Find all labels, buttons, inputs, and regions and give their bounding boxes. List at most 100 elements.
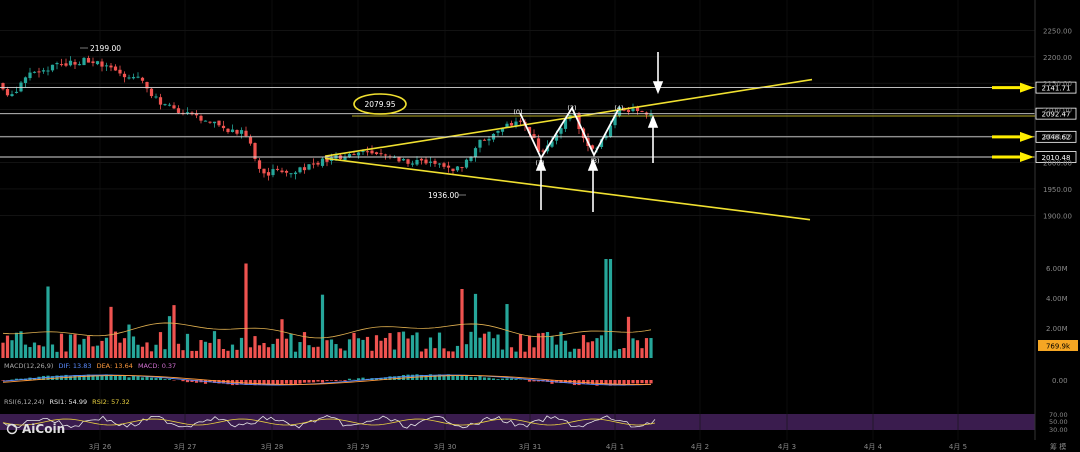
candle-body [401, 159, 406, 161]
volume-bar [199, 340, 203, 358]
volume-bar [325, 340, 329, 358]
point-0-label: (0) [513, 108, 522, 116]
candle-body [532, 134, 536, 138]
price-level-badge [1035, 130, 1077, 143]
volume-bar [77, 344, 82, 358]
macd-histogram-bar [104, 374, 109, 380]
rsi-band [0, 414, 1035, 430]
volume-bar [239, 337, 244, 358]
macd-histogram-bar [383, 377, 388, 380]
volume-bar [284, 338, 289, 358]
candle-body [302, 167, 307, 171]
candle-body [518, 120, 523, 122]
macd-histogram-bar [77, 375, 82, 380]
volume-bar [1, 342, 5, 358]
macd-histogram-bar [293, 380, 298, 385]
volume-bar [496, 334, 500, 358]
candle-body [221, 125, 226, 129]
candle-body [464, 159, 469, 168]
volume-bar [235, 349, 239, 358]
candle-body [613, 115, 617, 126]
macd-histogram-bar [194, 380, 199, 383]
volume-bar [433, 348, 437, 358]
candle-body [244, 130, 248, 137]
volume-bar [217, 339, 221, 358]
volume-bar [104, 337, 109, 358]
volume-bar [28, 347, 32, 358]
volume-bar [644, 338, 649, 358]
volume-bar [356, 338, 361, 358]
volume-bar [460, 289, 464, 358]
candle-body [635, 107, 640, 112]
axis-side-label: 筹 模 [1050, 442, 1066, 451]
macd-histogram-bar [311, 380, 316, 383]
volume-bar [487, 331, 491, 358]
candle-body [266, 172, 271, 176]
macd-histogram-bar [514, 379, 518, 380]
macd-histogram-bar [478, 375, 482, 380]
volume-bar [478, 337, 482, 358]
macd-histogram-bar [419, 374, 424, 380]
candle-body [199, 115, 203, 121]
volume-bar [622, 348, 626, 358]
volume-bar [631, 338, 635, 358]
candle-body [608, 125, 613, 137]
right-arrow-icon [1020, 82, 1034, 93]
macd-histogram-bar [442, 375, 446, 380]
candle-body [41, 70, 46, 72]
volume-bar [86, 336, 91, 358]
candle-body [203, 120, 208, 122]
candle-body [95, 61, 100, 65]
candle-body [194, 113, 199, 116]
macd-histogram-bar [271, 380, 275, 386]
macd-histogram-bar [100, 375, 104, 380]
volume-bar [140, 346, 145, 358]
volume-bar [55, 351, 59, 358]
volume-bar [572, 348, 577, 358]
volume-bar [5, 335, 10, 358]
candle-body [352, 154, 356, 156]
time-tick-label: 4月 3 [778, 443, 796, 451]
volume-bar [392, 349, 397, 358]
volume-bar [568, 351, 572, 358]
volume-bar [59, 333, 64, 358]
time-tick-label: 3月 28 [261, 443, 284, 451]
macd-histogram-bar [527, 380, 532, 382]
candle-body [257, 160, 262, 169]
time-tick-label: 4月 4 [864, 443, 883, 451]
volume-bar [167, 316, 172, 358]
candle-body [82, 57, 86, 66]
candle-body [46, 70, 50, 72]
volume-bar [208, 342, 212, 358]
candle-body [230, 129, 235, 132]
macd-histogram-bar [491, 378, 496, 380]
candle-body [365, 151, 370, 153]
price-tick-label: 1950.00 [1043, 186, 1072, 194]
volume-bar [545, 332, 550, 358]
volume-bar [280, 319, 284, 358]
candle-body [50, 64, 55, 71]
candle-body [73, 62, 77, 65]
volume-bar [338, 348, 343, 358]
candle-body [446, 165, 451, 168]
volume-bar [595, 338, 599, 358]
rsi1-value: RSI1: 54.99 [50, 398, 88, 406]
volume-bar [95, 345, 100, 358]
candle-body [136, 76, 140, 78]
volume-bar [523, 351, 527, 358]
point-3-label: (3) [590, 157, 599, 165]
pattern-zigzag [519, 106, 619, 160]
volume-bar [370, 350, 374, 358]
volume-bar [176, 343, 181, 358]
volume-bar [266, 347, 271, 358]
time-tick-label: 4月 2 [691, 443, 709, 451]
candle-body [442, 163, 446, 167]
price-level-label: 2141.71 [1042, 84, 1071, 92]
candle-body [14, 91, 19, 93]
volume-bar [271, 343, 275, 358]
macd-histogram-bar [455, 375, 460, 380]
macd-histogram-bar [379, 377, 383, 380]
macd-histogram-bar [181, 380, 185, 382]
candle-body [226, 128, 230, 133]
